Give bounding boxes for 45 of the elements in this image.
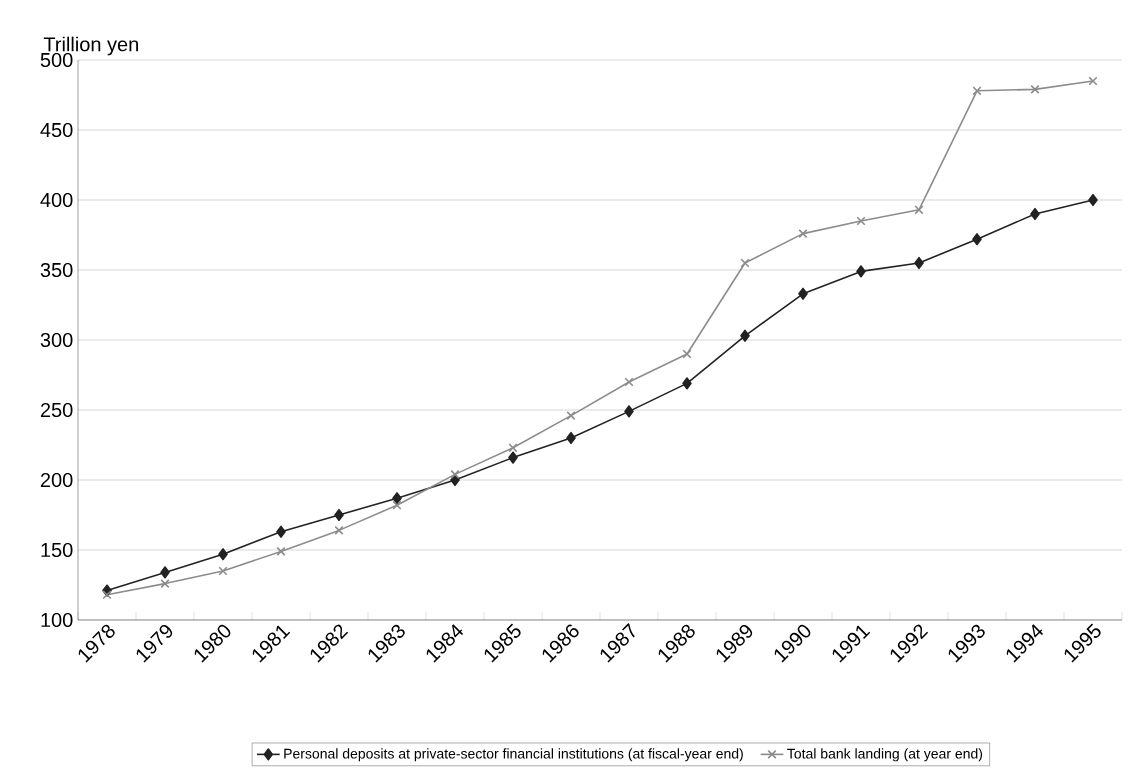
y-tick-label: 350 [40,262,73,278]
point [914,256,924,270]
point [1030,84,1040,94]
point [160,566,170,579]
point [334,525,344,535]
point [624,377,634,387]
point [450,473,460,487]
y-tick-label: 450 [40,122,73,138]
point [914,205,924,215]
point [740,258,750,268]
point [1088,76,1098,86]
point [1088,193,1098,207]
point [740,329,750,342]
point [160,579,170,589]
point [276,525,286,538]
point [798,229,808,239]
y-tick-label: 250 [40,402,73,418]
point [392,500,402,510]
point [450,469,460,479]
point [566,411,576,421]
point [798,287,808,300]
point [102,590,112,600]
legend-label: Personal deposits at private-sector financial institutions (at fiscal-year end) [284,748,743,762]
legend-label: Total bank landing (at year end) [787,748,983,762]
point [218,548,228,561]
point [508,443,518,453]
point [624,405,634,418]
point [1030,207,1040,221]
point [392,492,402,505]
point [856,216,866,226]
point [276,546,286,556]
y-tick-label: 300 [40,332,73,348]
point [566,431,576,445]
point [856,265,866,278]
point [972,86,982,96]
point [508,451,518,464]
y-tick-label: 400 [40,192,73,208]
point [682,349,692,359]
point [972,233,982,246]
point [218,566,228,576]
y-tick-label: 150 [41,542,73,558]
y-tick-label: 100 [41,612,73,628]
y-tick-label: 200 [40,472,73,488]
point [682,377,692,390]
point [334,508,344,522]
